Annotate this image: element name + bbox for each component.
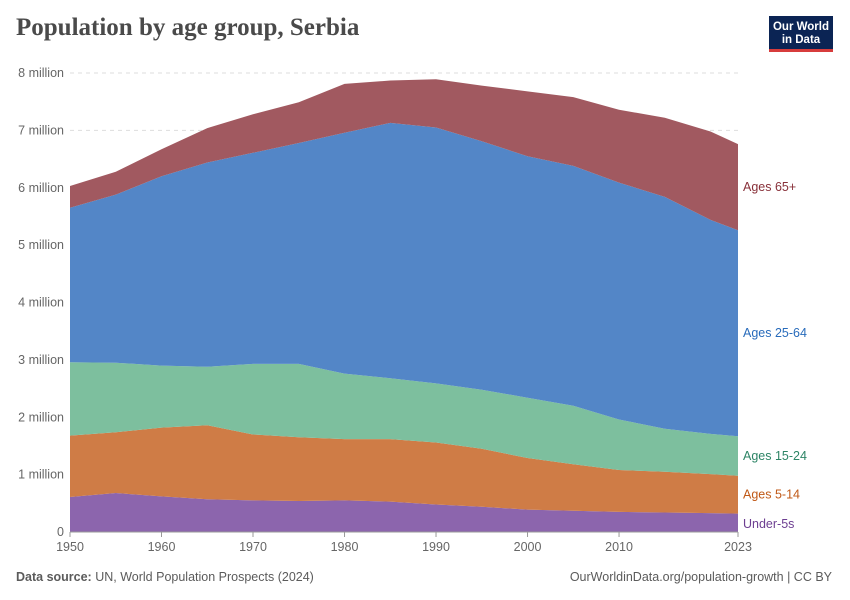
x-tick-label: 1980 <box>331 540 359 554</box>
x-tick-label: 1970 <box>239 540 267 554</box>
series-label: Ages 25-64 <box>743 326 807 340</box>
logo-line-2: in Data <box>781 33 821 46</box>
logo-line-1: Our World <box>772 21 829 33</box>
chart-title: Population by age group, Serbia <box>16 14 360 41</box>
area-layer <box>70 79 738 532</box>
y-tick-label: 7 million <box>18 123 64 137</box>
y-tick-label: 0 <box>57 525 64 539</box>
y-tick-label: 3 million <box>18 353 64 367</box>
data-source-text: UN, World Population Prospects (2024) <box>95 570 314 584</box>
x-tick-label: 2010 <box>605 540 633 554</box>
logo-accent-bar <box>769 49 833 52</box>
area-ages-65-[interactable] <box>70 79 738 231</box>
area-ages-15-24[interactable] <box>70 362 738 476</box>
series-label: Ages 5-14 <box>743 488 800 502</box>
x-tick-label: 1990 <box>422 540 450 554</box>
data-source-label: Data source: <box>16 570 92 584</box>
data-source: Data source: UN, World Population Prospe… <box>16 570 314 584</box>
source-url-link[interactable]: OurWorldinData.org/population-growth | C… <box>569 570 832 584</box>
owid-logo[interactable]: Our World in Data <box>769 16 833 52</box>
y-tick-label: 5 million <box>18 238 64 252</box>
x-tick-label: 2000 <box>514 540 542 554</box>
y-tick-label: 8 million <box>18 66 64 80</box>
y-tick-label: 6 million <box>18 181 64 195</box>
y-tick-label: 4 million <box>18 296 64 310</box>
y-tick-label: 2 million <box>18 410 64 424</box>
axis-layer: 0 1 million 2 million 3 million 4 million 5 m… <box>18 66 752 554</box>
area-ages-5-14[interactable] <box>70 425 738 514</box>
series-label: Ages 65+ <box>743 180 796 194</box>
series-label: Ages 15-24 <box>743 449 807 463</box>
x-tick-label: 1950 <box>56 540 84 554</box>
area-under-5s[interactable] <box>70 493 738 532</box>
series-label-layer: Under-5s Ages 5-14 Ages 15-24 Ages 25-64 Age… <box>743 180 807 531</box>
y-tick-label: 1 million <box>18 468 64 482</box>
series-label: Under-5s <box>743 517 794 531</box>
x-tick-label: 2023 <box>724 540 752 554</box>
x-tick-label: 1960 <box>148 540 176 554</box>
area-ages-25-64[interactable] <box>70 122 738 437</box>
